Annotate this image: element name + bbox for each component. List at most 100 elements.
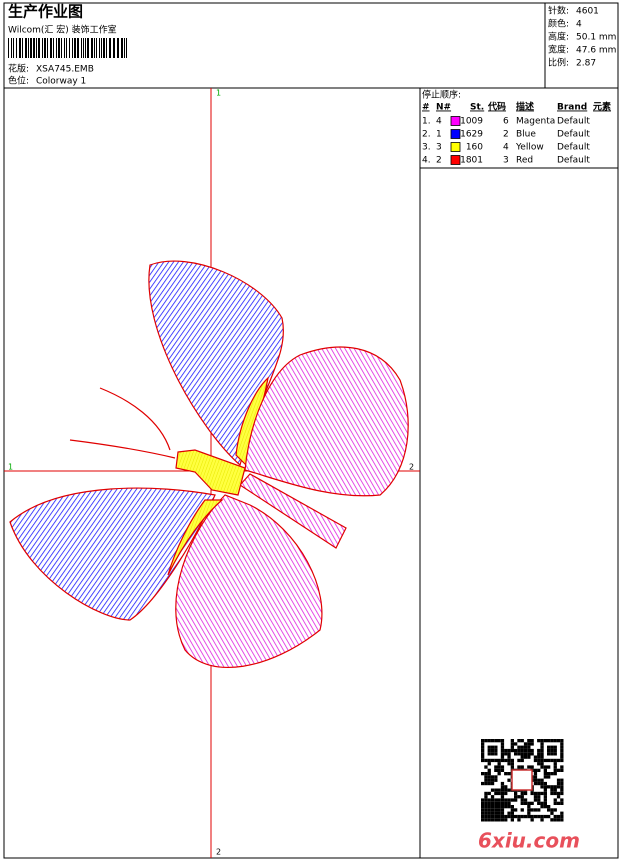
qr-module bbox=[560, 818, 564, 822]
qr-module bbox=[481, 818, 485, 822]
qr-module bbox=[553, 818, 557, 822]
qr-module bbox=[494, 805, 498, 809]
qr-module bbox=[500, 791, 505, 796]
qr-module bbox=[490, 798, 495, 802]
qr-module bbox=[507, 801, 511, 805]
qr-module bbox=[553, 748, 557, 753]
bar-line bbox=[33, 38, 35, 58]
qr-module bbox=[543, 758, 547, 763]
bar-line bbox=[50, 38, 52, 58]
qr-module bbox=[520, 739, 524, 743]
qr-module bbox=[481, 752, 485, 756]
qr-module bbox=[560, 798, 564, 802]
qr-module bbox=[550, 818, 554, 822]
qr-module bbox=[487, 739, 491, 743]
qr-module bbox=[497, 805, 501, 809]
qr-module bbox=[543, 781, 547, 786]
row-code: 6 bbox=[503, 117, 509, 127]
butterfly bbox=[9, 260, 409, 669]
bar-line bbox=[113, 38, 115, 58]
row-index: 4. bbox=[422, 156, 431, 166]
qr-module bbox=[504, 748, 508, 753]
stat-value: 2.87 bbox=[576, 59, 596, 69]
qr-module bbox=[560, 739, 564, 743]
stat-label: 针数: bbox=[548, 5, 569, 17]
qr-module bbox=[520, 758, 524, 763]
qr-module bbox=[553, 772, 557, 776]
qr-module bbox=[490, 805, 495, 809]
qr-module bbox=[490, 808, 495, 812]
bar-line bbox=[56, 38, 57, 58]
qr-module bbox=[530, 765, 534, 769]
qr-module bbox=[553, 762, 557, 766]
qr-module bbox=[533, 781, 538, 786]
qr-module bbox=[537, 795, 541, 799]
qr-module bbox=[527, 752, 531, 756]
qr-module bbox=[510, 762, 514, 766]
qr-module bbox=[500, 818, 505, 822]
column-header: 描述 bbox=[516, 101, 534, 113]
qr-module bbox=[527, 801, 531, 805]
row-stitches: 160 bbox=[466, 143, 483, 153]
qr-module bbox=[484, 818, 488, 822]
qr-module bbox=[481, 739, 485, 743]
stat-label: 比例: bbox=[548, 57, 569, 69]
bar-line bbox=[11, 38, 12, 58]
qr-module bbox=[553, 739, 557, 743]
qr-module bbox=[504, 818, 508, 822]
qr-module bbox=[500, 752, 505, 756]
qr-module bbox=[543, 791, 547, 796]
row-n: 1 bbox=[436, 130, 442, 140]
qr-module bbox=[517, 818, 521, 822]
qr-module bbox=[500, 781, 505, 786]
qr-module bbox=[556, 785, 561, 789]
bar-line bbox=[13, 38, 14, 58]
qr-module bbox=[487, 758, 491, 763]
qr-module bbox=[560, 752, 564, 756]
qr-module bbox=[490, 775, 495, 779]
qr-module bbox=[553, 798, 557, 802]
qr-module bbox=[500, 745, 505, 749]
bar-line bbox=[66, 38, 67, 58]
qr-module bbox=[523, 798, 528, 802]
qr-module bbox=[533, 772, 538, 776]
bar-line bbox=[16, 38, 17, 58]
qr-module bbox=[494, 791, 498, 796]
qr-module bbox=[510, 742, 514, 746]
qr-module bbox=[523, 801, 528, 805]
row-index: 3. bbox=[422, 143, 431, 153]
qr-module bbox=[500, 805, 505, 809]
qr-module bbox=[547, 814, 551, 819]
qr-module bbox=[507, 748, 511, 753]
colorway: Colorway 1 bbox=[36, 77, 86, 87]
qr-module bbox=[520, 755, 524, 759]
row-brand: Default bbox=[557, 117, 590, 127]
qr-module bbox=[530, 808, 534, 812]
row-code: 2 bbox=[503, 130, 509, 140]
qr-module bbox=[490, 814, 495, 819]
qr-module bbox=[490, 752, 495, 756]
qr-module bbox=[523, 814, 528, 819]
bar-line bbox=[106, 38, 107, 58]
qr-module bbox=[507, 811, 511, 815]
bar-line bbox=[25, 38, 27, 58]
qr-module bbox=[490, 739, 495, 743]
company: Wilcom(汇 宏) 装饰工作室 bbox=[8, 24, 117, 36]
qr-module bbox=[494, 765, 498, 769]
qr-module bbox=[533, 798, 538, 802]
qr-module bbox=[547, 765, 551, 769]
qr-module bbox=[484, 798, 488, 802]
qr-module bbox=[514, 795, 518, 799]
bar-line bbox=[124, 38, 125, 58]
qr-module bbox=[507, 798, 511, 802]
qr-module bbox=[497, 818, 501, 822]
bar-line bbox=[101, 38, 102, 58]
qr-module bbox=[481, 781, 485, 786]
bar-line bbox=[19, 38, 21, 58]
row-n: 3 bbox=[436, 143, 442, 153]
qr-module bbox=[481, 798, 485, 802]
qr-module bbox=[560, 801, 564, 805]
qr-module bbox=[487, 791, 491, 796]
qr-module bbox=[517, 748, 521, 753]
qr-module bbox=[484, 791, 488, 796]
